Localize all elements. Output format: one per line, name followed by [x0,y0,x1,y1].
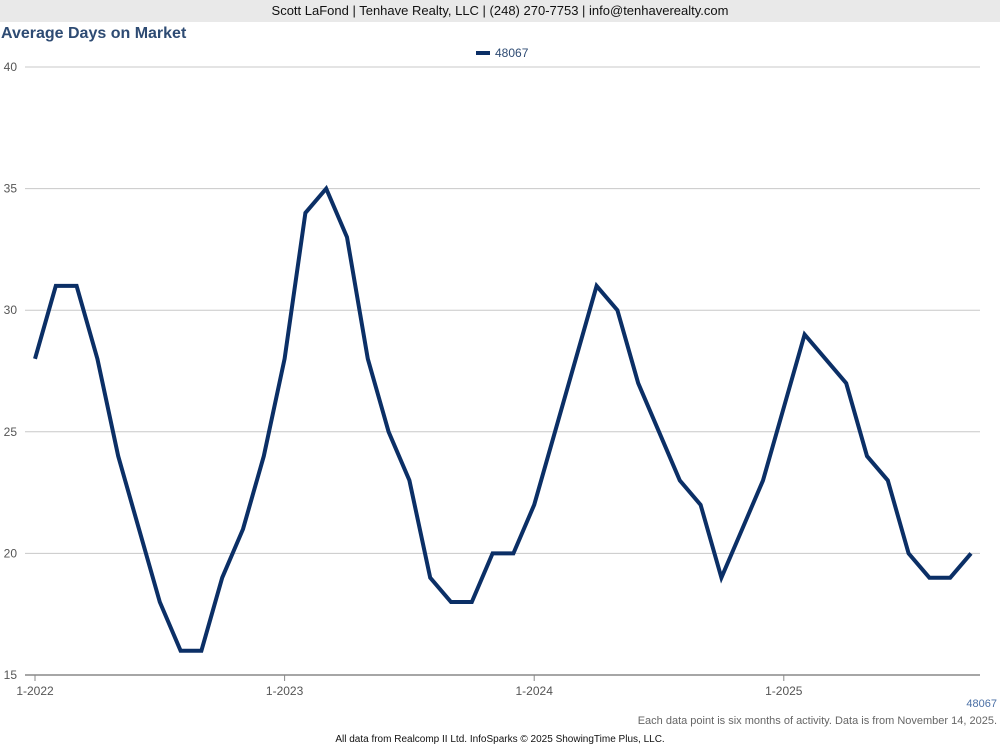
series-end-label: 48067 [966,698,997,710]
x-tick-label: 1-2025 [765,684,803,698]
interval-note: Each data point is six months of activit… [637,715,997,727]
y-tick-label: 35 [4,182,18,196]
x-tick-label: 1-2024 [516,684,554,698]
y-tick-label: 40 [4,60,18,74]
x-tick-label: 1-2023 [266,684,304,698]
y-tick-label: 25 [4,425,18,439]
data-source-footer: All data from Realcomp II Ltd. InfoSpark… [335,734,665,745]
y-tick-label: 15 [4,668,18,682]
legend-label: 48067 [495,46,529,60]
y-tick-label: 20 [4,546,18,560]
gridlines [25,66,980,554]
contact-header: Scott LaFond | Tenhave Realty, LLC | (24… [0,0,1000,22]
x-tick-label: 1-2022 [16,684,54,698]
axes: 15 20 25 30 35 40 1-2022 1-2023 1-2024 1-2025 [4,60,980,698]
legend-swatch [476,51,490,55]
legend[interactable]: 48067 [476,46,528,60]
series-line-48067[interactable] [33,184,973,653]
series-layer [33,184,973,653]
chart-title: Average Days on Market [1,25,187,42]
y-tick-label: 30 [4,303,18,317]
